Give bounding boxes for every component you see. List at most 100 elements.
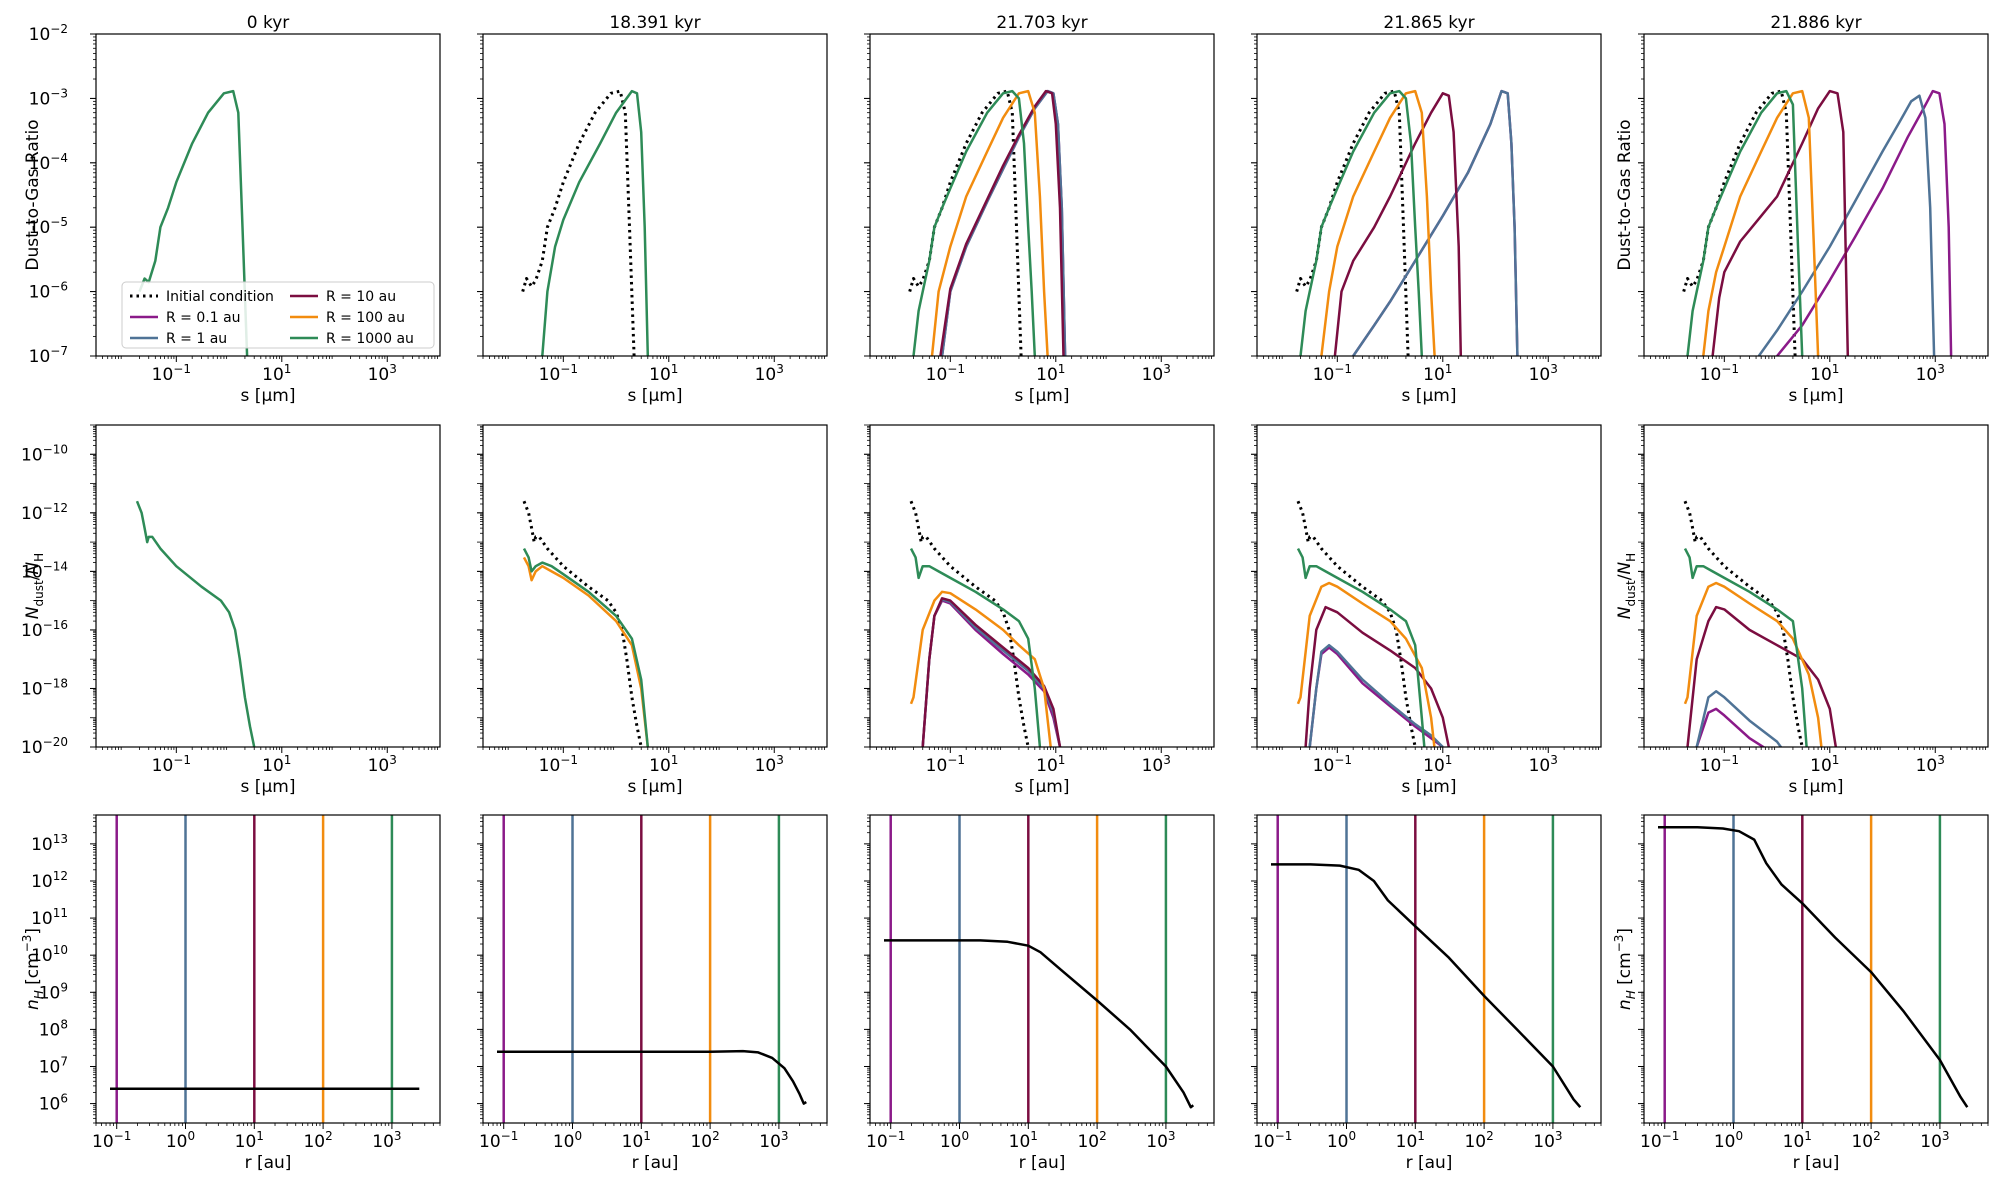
y-tick-label: 10−16 [21,618,68,641]
series-line [541,89,650,356]
axes-frame [1256,33,1602,357]
x-axis-label: s [μm] [1015,777,1070,797]
x-tick-label: 100 [940,1129,969,1152]
x-tick-label: 103 [1920,1129,1949,1152]
axes-frame [1643,424,1989,748]
series-line [1304,605,1451,747]
x-tick-label: 10−1 [926,362,965,385]
series-line [521,89,636,356]
y-tick-label: 10−18 [21,676,68,699]
series-line [909,548,1042,747]
series-line [1299,89,1424,356]
x-tick-label: 101 [1810,362,1839,385]
series-line [522,500,643,747]
x-tick-label: 10−1 [1253,1129,1292,1152]
y-tick-label: 106 [39,1092,68,1115]
x-tick-label: 103 [1529,362,1558,385]
x-tick-label: 10−1 [539,753,578,776]
series-line [1271,863,1582,1109]
y-tick-label: 1012 [31,869,68,892]
x-tick-label: 101 [1810,753,1839,776]
series-line [884,939,1195,1109]
x-tick-label: 103 [759,1129,788,1152]
y-tick-label: 1010 [31,943,68,966]
x-tick-label: 10−1 [479,1129,518,1152]
y-tick-label: 109 [39,980,68,1003]
x-tick-label: 103 [1916,362,1945,385]
x-axis-label: r [au] [1793,1153,1840,1173]
x-tick-label: 100 [166,1129,195,1152]
panel-title: 21.886 kyr [1770,13,1861,33]
axes-frame [1256,424,1602,748]
axes-frame [1256,814,1602,1124]
x-tick-label: 101 [1423,753,1452,776]
series-line [1711,89,1850,356]
panel-title: 21.703 kyr [996,13,1087,33]
panel-title: 0 kyr [247,13,290,33]
legend-label: R = 1 au [166,331,227,347]
x-tick-label: 103 [368,753,397,776]
series-line [497,1049,807,1105]
x-tick-label: 101 [262,362,291,385]
x-axis-label: r [au] [1019,1153,1066,1173]
series-line [1296,581,1436,747]
x-tick-label: 103 [1146,1129,1175,1152]
x-tick-label: 101 [1396,1129,1425,1152]
x-axis-label: s [μm] [1015,386,1070,406]
x-tick-label: 10−1 [926,753,965,776]
x-tick-label: 101 [1036,362,1065,385]
legend-box [121,281,435,349]
x-tick-label: 101 [1009,1129,1038,1152]
series-line [135,500,256,747]
series-line [1683,581,1823,747]
series-line [930,89,1049,356]
y-tick-label: 10−6 [29,280,68,303]
series-line [1757,94,1936,356]
axes-frame [1643,814,1989,1124]
series-line [1695,707,1766,747]
series-line [1682,89,1797,356]
x-tick-label: 103 [372,1129,401,1152]
x-tick-label: 101 [622,1129,651,1152]
y-axis-label: nH [cm−3] [20,928,46,1010]
series-line [909,590,1052,747]
series-line [138,89,249,356]
legend-label: R = 10 au [326,289,396,305]
x-axis-label: r [au] [1406,1153,1453,1173]
legend-label: R = 100 au [326,310,405,326]
axes-frame [869,424,1215,748]
x-axis-label: s [μm] [628,386,683,406]
series-line [1702,89,1820,356]
x-axis-label: s [μm] [1402,386,1457,406]
panel-title: 21.865 kyr [1383,13,1474,33]
x-tick-label: 101 [1783,1129,1812,1152]
x-axis-label: r [au] [632,1153,679,1173]
y-tick-label: 10−5 [29,215,68,238]
x-tick-label: 102 [1077,1129,1106,1152]
x-tick-label: 10−1 [92,1129,131,1152]
x-tick-label: 103 [1529,753,1558,776]
series-line [1320,89,1436,356]
x-tick-label: 10−1 [1700,362,1739,385]
y-tick-label: 10−3 [29,86,68,109]
x-axis-label: s [μm] [241,777,296,797]
axes-frame [482,33,828,357]
y-tick-label: 107 [39,1054,68,1077]
y-tick-label: 10−14 [21,559,68,582]
axes-frame [95,33,441,357]
x-tick-label: 101 [262,753,291,776]
x-tick-label: 102 [303,1129,332,1152]
series-line [1296,500,1417,747]
x-axis-label: s [μm] [628,777,683,797]
x-axis-label: s [μm] [1789,386,1844,406]
legend-label: R = 0.1 au [166,310,241,326]
x-tick-label: 10−1 [866,1129,905,1152]
x-tick-label: 103 [1533,1129,1562,1152]
series-line [1686,605,1838,747]
y-tick-label: 10−12 [21,501,68,524]
series-line [522,548,650,747]
y-tick-label: 10−2 [29,22,68,45]
x-tick-label: 100 [553,1129,582,1152]
